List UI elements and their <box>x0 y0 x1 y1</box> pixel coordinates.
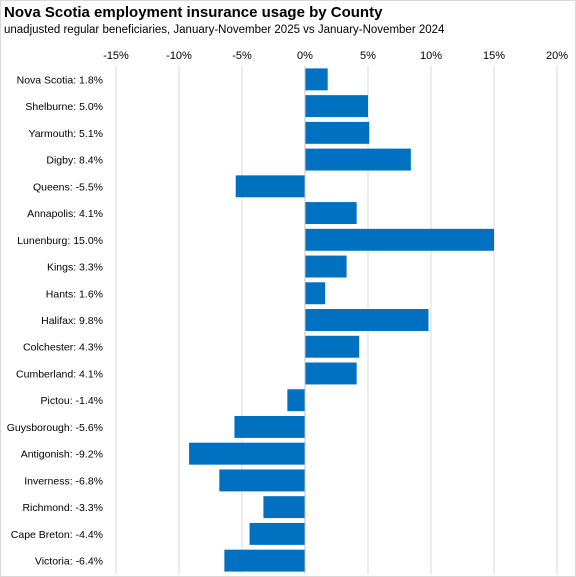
bar-antigonish <box>189 442 305 465</box>
bar-pictou <box>287 389 305 412</box>
bar-annapolis <box>305 202 357 225</box>
bar-queens <box>235 175 305 198</box>
category-label: Shelburne: 5.0% <box>25 101 103 113</box>
bar-lunenburg <box>305 228 494 251</box>
x-tick-label: -5% <box>232 50 252 62</box>
bar-halifax <box>305 309 429 331</box>
bar-cumberland <box>305 362 357 385</box>
category-label: Inverness: -6.8% <box>24 475 103 487</box>
category-label: Nova Scotia: 1.8% <box>17 74 103 86</box>
chart-subtitle: unadjusted regular beneficiaries, Januar… <box>4 24 445 36</box>
category-label: Cape Breton: -4.4% <box>11 529 103 541</box>
bar-yarmouth <box>305 121 370 144</box>
category-label: Colchester: 4.3% <box>23 342 103 354</box>
x-tick-label: 10% <box>420 50 442 62</box>
category-label: Victoria: -6.4% <box>35 556 103 568</box>
category-label: Antigonish: -9.2% <box>21 449 103 461</box>
category-label: Kings: 3.3% <box>47 262 103 274</box>
category-label: Annapolis: 4.1% <box>27 208 103 220</box>
bar-nova-scotia <box>305 68 328 91</box>
category-label: Guysborough: -5.6% <box>7 422 103 434</box>
category-label: Halifax: 9.8% <box>41 315 103 327</box>
bar-guysborough <box>234 415 305 438</box>
bar-kings <box>305 255 347 278</box>
bar-cape-breton <box>249 522 305 545</box>
bar-victoria <box>224 549 305 572</box>
x-tick-label: -15% <box>103 50 129 62</box>
x-tick-label: 20% <box>546 50 568 62</box>
category-label: Cumberland: 4.1% <box>16 368 103 380</box>
bars <box>189 68 494 572</box>
bar-hants <box>305 282 326 305</box>
x-tick-label: -10% <box>166 50 192 62</box>
chart-title: Nova Scotia employment insurance usage b… <box>4 4 383 21</box>
category-labels: Nova Scotia: 1.8% Shelburne: 5.0% Yarmouth… <box>7 74 103 567</box>
category-label: Richmond: -3.3% <box>22 502 103 514</box>
x-tick-label: 5% <box>360 50 376 62</box>
bar-shelburne <box>305 95 368 118</box>
x-tick-labels: -15% -10% -5% 0% 5% 10% 15% 20% <box>103 50 568 62</box>
category-label: Digby: 8.4% <box>46 155 103 167</box>
category-label: Hants: 1.6% <box>46 288 103 300</box>
category-label: Queens: -5.5% <box>33 181 103 193</box>
x-tick-label: 0% <box>297 50 313 62</box>
bar-inverness <box>219 469 305 492</box>
x-tick-label: 15% <box>483 50 505 62</box>
bar-richmond <box>263 496 305 519</box>
category-label: Yarmouth: 5.1% <box>28 128 103 140</box>
bar-colchester <box>305 335 360 358</box>
grid-lines <box>115 66 558 574</box>
bar-digby <box>305 148 411 171</box>
category-label: Pictou: -1.4% <box>41 395 103 407</box>
category-label: Lunenburg: 15.0% <box>17 235 103 247</box>
